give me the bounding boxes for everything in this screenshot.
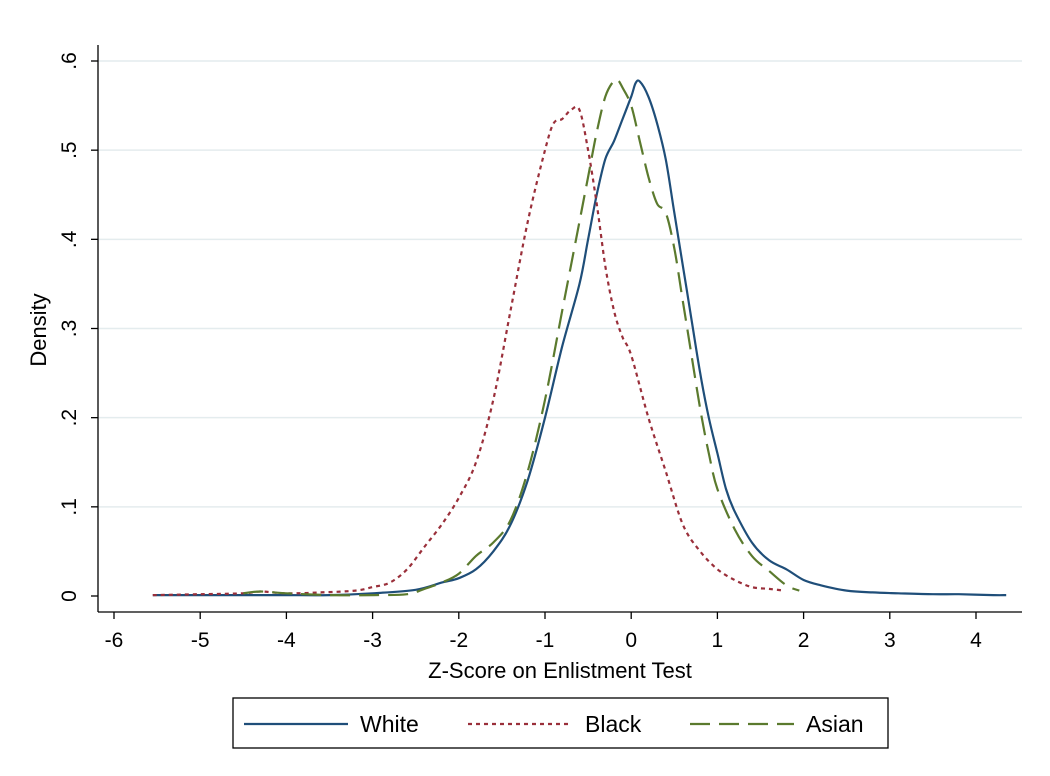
x-tick-label: -1	[536, 629, 555, 652]
x-tick-label: 3	[884, 629, 896, 652]
y-tick-label: .5	[58, 141, 81, 159]
axes: 0 .1 .2 .3 .4 .5 .6 -6 -5 -4 -3 -2 -1 0 1 2 3 4	[58, 45, 1022, 652]
x-axis-title: Z-Score on Enlistment Test	[428, 658, 692, 683]
y-tick-label: .4	[58, 230, 81, 248]
legend-label-black: Black	[585, 711, 642, 737]
legend-label-asian: Asian	[806, 711, 864, 737]
series-line-black	[152, 105, 785, 597]
x-tick-label: -3	[363, 629, 382, 652]
legend: White Black Asian	[232, 697, 889, 749]
x-tick-label: 4	[970, 629, 982, 652]
x-tick-label: -2	[449, 629, 468, 652]
y-tick-label: .6	[58, 52, 81, 70]
x-tick-label: 0	[625, 629, 637, 652]
x-tick-label: -6	[105, 629, 124, 652]
x-tick-label: 1	[712, 629, 724, 652]
x-tick-label: -4	[277, 629, 296, 652]
y-axis-title: Density	[26, 293, 51, 366]
y-tick-label: .3	[58, 320, 81, 338]
series-line-asian	[243, 78, 800, 597]
series-line-white	[152, 79, 1007, 597]
x-tick-label: 2	[798, 629, 810, 652]
x-tick-label: -5	[191, 629, 210, 652]
y-tick-label: 0	[58, 590, 81, 602]
y-tick-label: .2	[58, 409, 81, 427]
legend-label-white: White	[360, 711, 419, 737]
y-tick-label: .1	[58, 498, 81, 516]
series-lines	[152, 78, 1007, 597]
grid-lines	[98, 60, 1022, 508]
